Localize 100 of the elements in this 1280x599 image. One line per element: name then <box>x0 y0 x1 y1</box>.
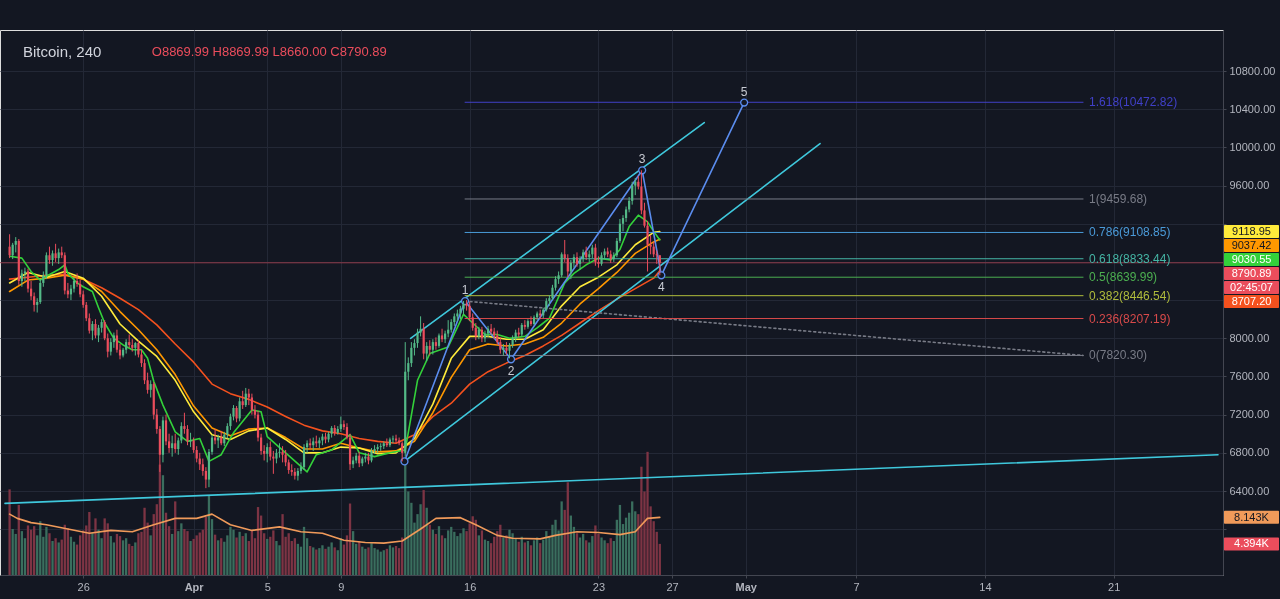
x-tick-label: Apr <box>184 580 205 593</box>
text: Bitcoin, 240 <box>23 43 102 60</box>
candlestick <box>486 325 490 338</box>
annotation: 5 <box>740 84 748 99</box>
series-label: 0.786(9108.85) <box>1089 225 1171 240</box>
bar <box>238 531 241 575</box>
series-label: 0.618(8833.44) <box>1089 251 1171 266</box>
bar <box>330 542 333 575</box>
bar <box>594 525 597 575</box>
bar <box>180 523 183 575</box>
series-label: 0.236(8207.19) <box>1089 311 1171 326</box>
y-tick-label: 10800.00 <box>1229 64 1276 77</box>
bar <box>8 489 11 575</box>
bar <box>422 490 425 575</box>
x-tick-label: 14 <box>979 580 992 593</box>
candlestick <box>112 332 115 349</box>
bar <box>551 524 554 575</box>
y-tick-label: 6800.00 <box>1229 446 1270 459</box>
bar <box>229 526 232 575</box>
bar <box>278 545 281 575</box>
bar <box>456 536 459 575</box>
text: 02:45:07 <box>1230 280 1273 293</box>
bar <box>183 528 186 575</box>
bar <box>232 529 235 575</box>
bar <box>419 504 422 575</box>
candlestick <box>655 249 658 265</box>
candlestick <box>560 251 563 278</box>
candlestick <box>401 440 404 462</box>
series-label: 1.618(10472.82) <box>1089 95 1178 110</box>
y-tick-label: 7200.00 <box>1229 408 1270 421</box>
candlestick <box>241 390 244 410</box>
candlestick <box>575 251 579 268</box>
bar <box>235 537 238 575</box>
bar <box>370 543 373 575</box>
candlestick <box>434 336 438 351</box>
bar <box>143 507 146 575</box>
annotation: 4 <box>658 280 665 295</box>
bar <box>45 526 48 575</box>
y-tick-label: 8000.00 <box>1229 331 1270 344</box>
candlestick <box>566 253 569 278</box>
series-label: 1(9459.68) <box>1089 191 1148 206</box>
bar <box>275 541 278 575</box>
x-tick-label: 23 <box>592 580 606 593</box>
candlestick <box>250 393 253 416</box>
candlestick <box>171 435 174 458</box>
candlestick <box>594 243 597 267</box>
text: 9030.55 <box>1231 252 1272 265</box>
candlestick <box>658 254 661 276</box>
bar <box>48 533 51 575</box>
y-tick-label: 6400.00 <box>1229 484 1270 497</box>
candlestick <box>302 443 306 471</box>
text: 8707.20 <box>1231 294 1272 307</box>
candlestick <box>266 442 269 463</box>
bar <box>600 537 603 575</box>
y-tick-label: 7600.00 <box>1229 369 1270 382</box>
y-tick-label: 10000.00 <box>1229 140 1276 153</box>
candlestick <box>523 319 526 331</box>
candlestick <box>20 269 23 288</box>
series-label: 0.5(8639.99) <box>1089 270 1158 285</box>
x-tick-label: May <box>735 580 758 593</box>
candlestick <box>278 442 281 459</box>
text: 9118.95 <box>1232 224 1271 237</box>
annotation: 2 <box>507 364 515 379</box>
candlestick <box>204 466 207 489</box>
ref-line-label: 8790.89 <box>1231 266 1272 279</box>
annotation: 1 <box>461 283 469 298</box>
y-tick-label: 9600.00 <box>1229 179 1270 192</box>
series-label: 0.382(8446.54) <box>1089 288 1171 303</box>
bar <box>554 519 557 575</box>
candlestick <box>91 320 94 341</box>
y2-tick-label: 8.143K <box>1234 510 1270 523</box>
y2-tick-label: 4.394K <box>1234 537 1270 550</box>
candlestick <box>189 432 192 448</box>
x-tick-label: 16 <box>464 580 477 593</box>
x-tick-label: 26 <box>77 580 90 593</box>
candlestick <box>54 243 57 263</box>
x-tick-label: 27 <box>666 580 679 593</box>
bar <box>511 533 514 575</box>
candlestick <box>490 323 493 335</box>
bar <box>508 529 511 575</box>
y-tick-label: 10400.00 <box>1229 102 1276 115</box>
bar <box>97 529 100 575</box>
series-label: 0(7820.30) <box>1089 348 1148 363</box>
bar <box>137 533 140 575</box>
x-tick-label: 9 <box>338 580 345 593</box>
bar <box>640 466 643 575</box>
bar <box>646 451 649 575</box>
bar <box>91 532 94 575</box>
candlestick <box>425 341 428 362</box>
x-tick-label: 5 <box>264 580 271 593</box>
x-tick-label: 21 <box>1108 580 1121 593</box>
candlestick <box>352 456 355 469</box>
bar <box>94 518 97 575</box>
text: 9037.42 <box>1231 238 1272 251</box>
candlestick <box>290 463 293 477</box>
candlestick <box>94 318 97 339</box>
bar <box>186 531 189 575</box>
candlestick <box>125 338 128 355</box>
bar <box>281 514 284 575</box>
text: O8869.99 H8869.99 L8660.00 C8790.89 <box>151 44 387 59</box>
